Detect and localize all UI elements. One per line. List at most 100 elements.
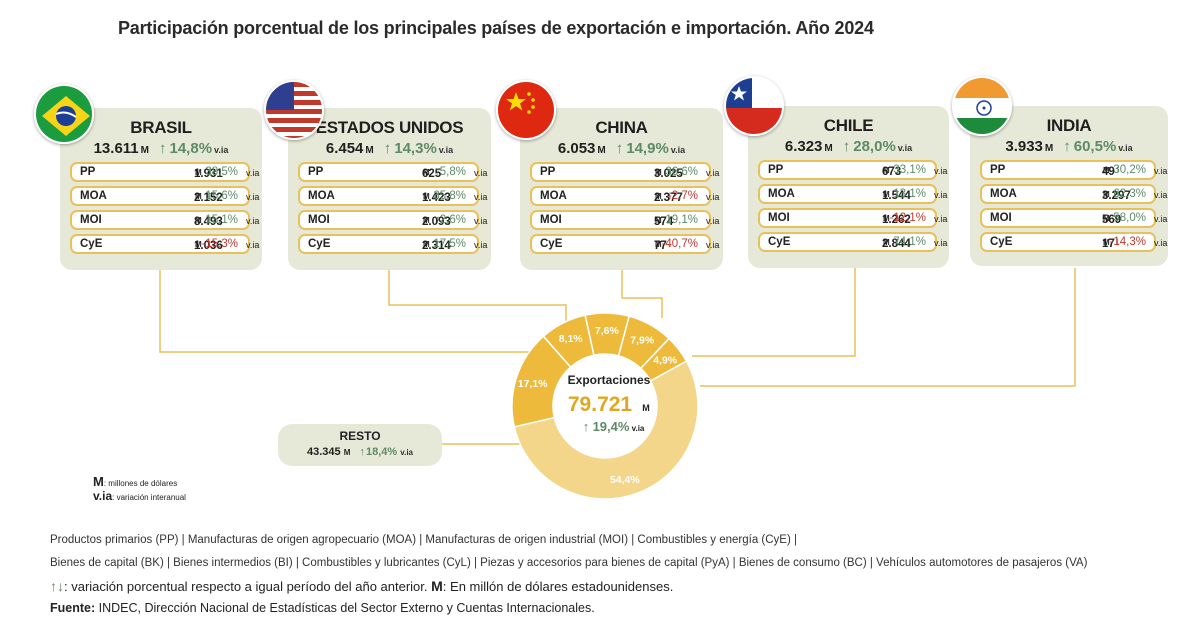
category-row-pp: PP 625 M ↑ 5,8% v.ia (298, 162, 487, 182)
row-value-unit: M (883, 238, 890, 247)
footer-arrows-icon: ↑↓ (50, 578, 64, 594)
country-total-unit: M (140, 145, 149, 156)
country-total: 13.611 M ↑ 14,8% v.ia (60, 140, 262, 157)
row-pct: 30,2% (1113, 164, 1146, 176)
country-card-estados-unidos: ESTADOS UNIDOS 6.454 M ↑ 14,3% v.ia PP 625 M ↑ 5,8… (288, 108, 491, 270)
legend-via-symbol: v.ia (93, 489, 113, 503)
category-row-moa: MOA 1.544 M ↑ 13,1% v.ia (758, 184, 947, 204)
row-arrow-icon: ↑ (207, 166, 213, 178)
row-value-number: 574 (654, 216, 674, 228)
row-via: v.ia (706, 216, 720, 226)
row-value-unit: M (195, 192, 202, 201)
row-pct: 74,1% (893, 236, 926, 248)
row-arrow-icon: ↑ (435, 166, 441, 178)
row-via: v.ia (1154, 190, 1168, 200)
row-pct: 38,5% (205, 166, 238, 178)
row-value-number: 2.152 (194, 192, 223, 204)
category-row-moi: MOI 1.262 M ↓ -12,1% v.ia (758, 208, 947, 228)
row-pct: 17,5% (433, 238, 466, 250)
row-arrow-icon: ↑ (895, 188, 901, 200)
country-total: 6.053 M ↑ 14,9% v.ia (520, 140, 723, 157)
row-value-number: 673 (882, 166, 902, 178)
chart-title: Participación porcentual de los principa… (118, 18, 874, 38)
row-code: PP (768, 164, 784, 176)
category-row-cye: CyE 2.314 M ↑ 17,5% v.ia (298, 234, 487, 254)
row-pct: 5,8% (439, 166, 466, 178)
category-row-moa: MOA 3.297 M ↑ 62,3% v.ia (980, 184, 1167, 204)
resto-via: v.ia (400, 448, 413, 457)
row-value-unit: M (655, 240, 662, 249)
row-arrow-icon: ↑ (207, 190, 213, 202)
category-row-moa: MOA 2.377 M ↓ -2,7% v.ia (530, 186, 719, 206)
category-row-moi: MOI 2.093 M ↑ 2,6% v.ia (298, 210, 487, 230)
country-via: v.ia (670, 145, 686, 155)
donut-center-arrow: ↑ (583, 419, 590, 434)
row-pct: 13,1% (893, 188, 926, 200)
country-var: 14,9% (626, 140, 669, 157)
country-var: 28,0% (853, 138, 896, 155)
row-pct: 15,1% (205, 214, 238, 226)
row-via: v.ia (474, 168, 488, 178)
row-pct: -2,7% (667, 190, 698, 202)
country-var-arrow: ↑ (1063, 138, 1071, 155)
row-via: v.ia (246, 216, 260, 226)
country-card-india: INDIA 3.933 M ↑ 60,5% v.ia PP 49 M ↑ 30,2% v.ia MOA 3… (970, 106, 1168, 266)
row-arrow-icon: ↑ (1115, 164, 1121, 176)
row-value-unit: M (883, 166, 890, 175)
china-flag-icon (496, 80, 556, 140)
country-total-unit: M (597, 145, 606, 156)
category-row-pp: PP 673 M ↑ 33,1% v.ia (758, 160, 947, 180)
connector-estados-unidos (388, 268, 567, 328)
row-code: PP (990, 164, 1006, 176)
row-value-number: 3.025 (654, 168, 683, 180)
row-value-number: 1.423 (422, 192, 451, 204)
country-total-unit: M (824, 143, 833, 154)
country-via: v.ia (438, 145, 454, 155)
row-code: MOI (308, 214, 330, 226)
connector-brasil (159, 268, 534, 353)
row-arrow-icon: ↑ (435, 214, 441, 226)
country-total-value: 6.053 (557, 140, 596, 157)
row-value-number: 2.314 (422, 240, 451, 252)
country-name: ESTADOS UNIDOS (315, 118, 464, 137)
country-card-chile: CHILE 6.323 M ↑ 28,0% v.ia PP 673 M ↑ 33,1% v.ia MOA… (748, 106, 949, 268)
row-code: CyE (80, 238, 103, 250)
category-row-cye: CyE 1.036 M ↓ -15,3% v.ia (70, 234, 259, 254)
brazil-flag-icon (34, 84, 94, 144)
row-pct: -12,1% (889, 212, 926, 224)
row-value-unit: M (423, 192, 430, 201)
country-via: v.ia (214, 145, 229, 155)
row-via: v.ia (246, 168, 260, 178)
country-total-value: 6.454 (325, 140, 364, 157)
row-code: CyE (768, 236, 791, 248)
row-arrow-icon: ↑ (895, 236, 901, 248)
row-value-unit: M (883, 190, 890, 199)
row-via: v.ia (246, 192, 260, 202)
country-total-unit: M (1044, 143, 1054, 154)
row-via: v.ia (1154, 238, 1168, 248)
chile-flag-icon (724, 76, 784, 136)
resto-value: 43.345 (307, 446, 341, 458)
row-pct: -15,3% (201, 238, 238, 250)
connector-china (621, 268, 663, 318)
country-total-unit: M (365, 145, 374, 156)
row-arrow-icon: ↓ (667, 238, 673, 250)
footer-source: Fuente: INDEC, Dirección Nacional de Est… (50, 601, 595, 615)
row-arrow-icon: ↑ (435, 238, 441, 250)
row-pct: 36,6% (665, 166, 698, 178)
country-total-value: 13.611 (93, 140, 139, 157)
resto-unit: M (343, 448, 351, 457)
row-pct: 35,8% (433, 190, 466, 202)
row-code: CyE (990, 236, 1013, 248)
row-value-number: 77 (654, 240, 667, 252)
donut-slice-label: 54,4% (610, 474, 640, 486)
row-arrow-icon: ↑ (435, 190, 441, 202)
country-total: 6.454 M ↑ 14,3% v.ia (288, 140, 491, 157)
resto-name: RESTO (339, 429, 381, 443)
row-value-number: 1.544 (882, 190, 911, 202)
row-value-unit: M (655, 192, 662, 201)
category-row-pp: PP 1.931 M ↑ 38,5% v.ia (70, 162, 259, 182)
row-code: CyE (540, 238, 563, 250)
row-value-number: 2.377 (654, 192, 683, 204)
resto-card: RESTO 43.345 M ↑18,4% v.ia (278, 424, 442, 466)
